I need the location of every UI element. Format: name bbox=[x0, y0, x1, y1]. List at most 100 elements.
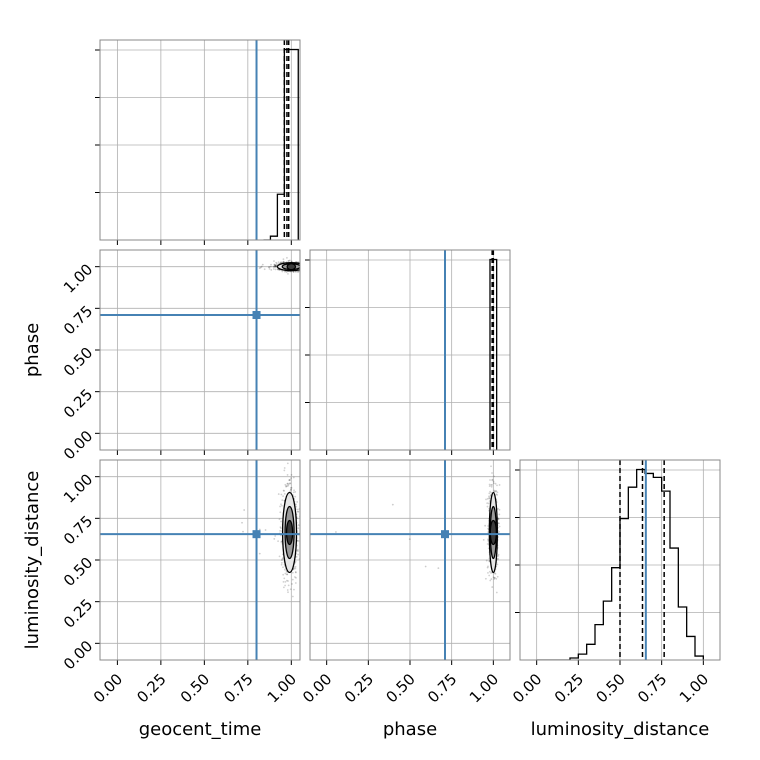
sample-point bbox=[280, 562, 283, 564]
sample-point bbox=[485, 498, 487, 501]
sample-point bbox=[485, 559, 488, 562]
sample-point bbox=[494, 572, 497, 575]
y-tick-label: 0.25 bbox=[60, 385, 96, 421]
y-tick-label: 1.00 bbox=[60, 470, 96, 506]
x-tick-label: 0.50 bbox=[382, 670, 418, 706]
panel-frame bbox=[99, 39, 301, 241]
sample-point bbox=[303, 269, 305, 271]
x-tick-label: 0.50 bbox=[177, 670, 213, 706]
sample-point bbox=[311, 261, 313, 263]
sample-point bbox=[305, 265, 307, 267]
sample-point bbox=[281, 557, 284, 559]
sample-point bbox=[297, 550, 299, 552]
sample-point bbox=[303, 266, 305, 268]
sample-point bbox=[484, 524, 487, 527]
sample-point bbox=[282, 261, 285, 263]
sample-point bbox=[490, 485, 493, 488]
sample-point bbox=[301, 267, 303, 269]
sample-point bbox=[498, 513, 501, 516]
y-tick-label: 1.00 bbox=[60, 260, 96, 296]
sample-point bbox=[294, 567, 297, 570]
sample-point bbox=[307, 264, 309, 266]
sample-point bbox=[495, 591, 498, 594]
sample-point bbox=[296, 270, 299, 273]
sample-point bbox=[287, 591, 289, 594]
histogram-panel-geocent_time bbox=[95, 39, 301, 245]
sample-point bbox=[491, 483, 493, 486]
sample-point bbox=[280, 520, 282, 523]
sample-point bbox=[295, 503, 297, 506]
sample-point bbox=[286, 482, 289, 485]
density-panel-geocent_time-vs-luminosity_distance: 0.000.250.500.751.000.00 0.25 0.50 0.75 1.00 bbox=[60, 459, 301, 706]
sample-point bbox=[287, 483, 290, 486]
sample-point bbox=[293, 567, 295, 570]
sample-point bbox=[278, 555, 281, 558]
sample-point bbox=[487, 525, 489, 527]
sample-point bbox=[282, 258, 285, 261]
sample-point bbox=[286, 485, 289, 488]
sample-point bbox=[294, 565, 297, 568]
sample-point bbox=[274, 264, 277, 267]
sample-point bbox=[300, 267, 302, 269]
sample-point bbox=[491, 478, 494, 481]
sample-point bbox=[495, 490, 498, 493]
sample-point bbox=[304, 266, 306, 268]
sample-point bbox=[294, 576, 296, 578]
y-tick-label: 0.50 bbox=[60, 554, 96, 590]
sample-point bbox=[496, 558, 499, 561]
sample-point bbox=[283, 489, 285, 492]
x-tick-label: 0.00 bbox=[509, 670, 545, 706]
sample-point bbox=[487, 538, 489, 541]
sample-point bbox=[496, 563, 499, 566]
panel-content bbox=[310, 250, 510, 450]
sample-point bbox=[292, 270, 295, 273]
y-tick-label: 0.00 bbox=[60, 637, 96, 673]
sample-point bbox=[492, 482, 495, 484]
sample-point bbox=[301, 267, 303, 269]
sample-point bbox=[277, 261, 280, 264]
sample-point bbox=[284, 580, 287, 583]
sample-point bbox=[294, 495, 297, 498]
sample-point bbox=[301, 269, 303, 271]
sample-point bbox=[280, 541, 283, 543]
sample-point bbox=[290, 487, 292, 489]
sample-point bbox=[304, 263, 306, 265]
y-tick-label: 0.25 bbox=[60, 595, 96, 631]
panel-content bbox=[310, 460, 510, 660]
sample-point bbox=[305, 264, 307, 266]
sample-point bbox=[496, 484, 498, 487]
sample-point bbox=[258, 267, 261, 269]
sample-point bbox=[273, 263, 276, 266]
sample-point bbox=[408, 538, 411, 541]
sample-point bbox=[274, 265, 277, 268]
sample-point bbox=[487, 531, 490, 534]
x-axis-label-luminosity_distance: luminosity_distance bbox=[531, 719, 710, 740]
sample-point bbox=[437, 567, 440, 570]
sample-point bbox=[287, 580, 289, 582]
sample-point bbox=[277, 540, 279, 543]
sample-point bbox=[288, 479, 291, 482]
sample-point bbox=[268, 267, 271, 270]
x-axis-label-phase: phase bbox=[383, 719, 437, 740]
sample-point bbox=[300, 265, 302, 267]
sample-point bbox=[303, 268, 305, 270]
sample-point bbox=[287, 259, 290, 262]
sample-point bbox=[490, 578, 493, 580]
sample-point bbox=[297, 270, 300, 273]
sample-point bbox=[282, 489, 285, 492]
sample-point bbox=[281, 504, 283, 507]
sample-point bbox=[270, 263, 272, 266]
sample-point bbox=[490, 465, 492, 468]
sample-point bbox=[285, 485, 287, 488]
sample-point bbox=[487, 571, 489, 574]
sample-point bbox=[273, 265, 276, 268]
x-tick-label: 0.75 bbox=[220, 670, 256, 706]
x-tick-label: 0.75 bbox=[634, 670, 670, 706]
sample-point bbox=[498, 530, 501, 533]
sample-point bbox=[302, 269, 304, 271]
sample-point bbox=[297, 270, 300, 273]
sample-point bbox=[280, 493, 283, 496]
sample-point bbox=[290, 488, 292, 491]
sample-point bbox=[291, 571, 294, 574]
